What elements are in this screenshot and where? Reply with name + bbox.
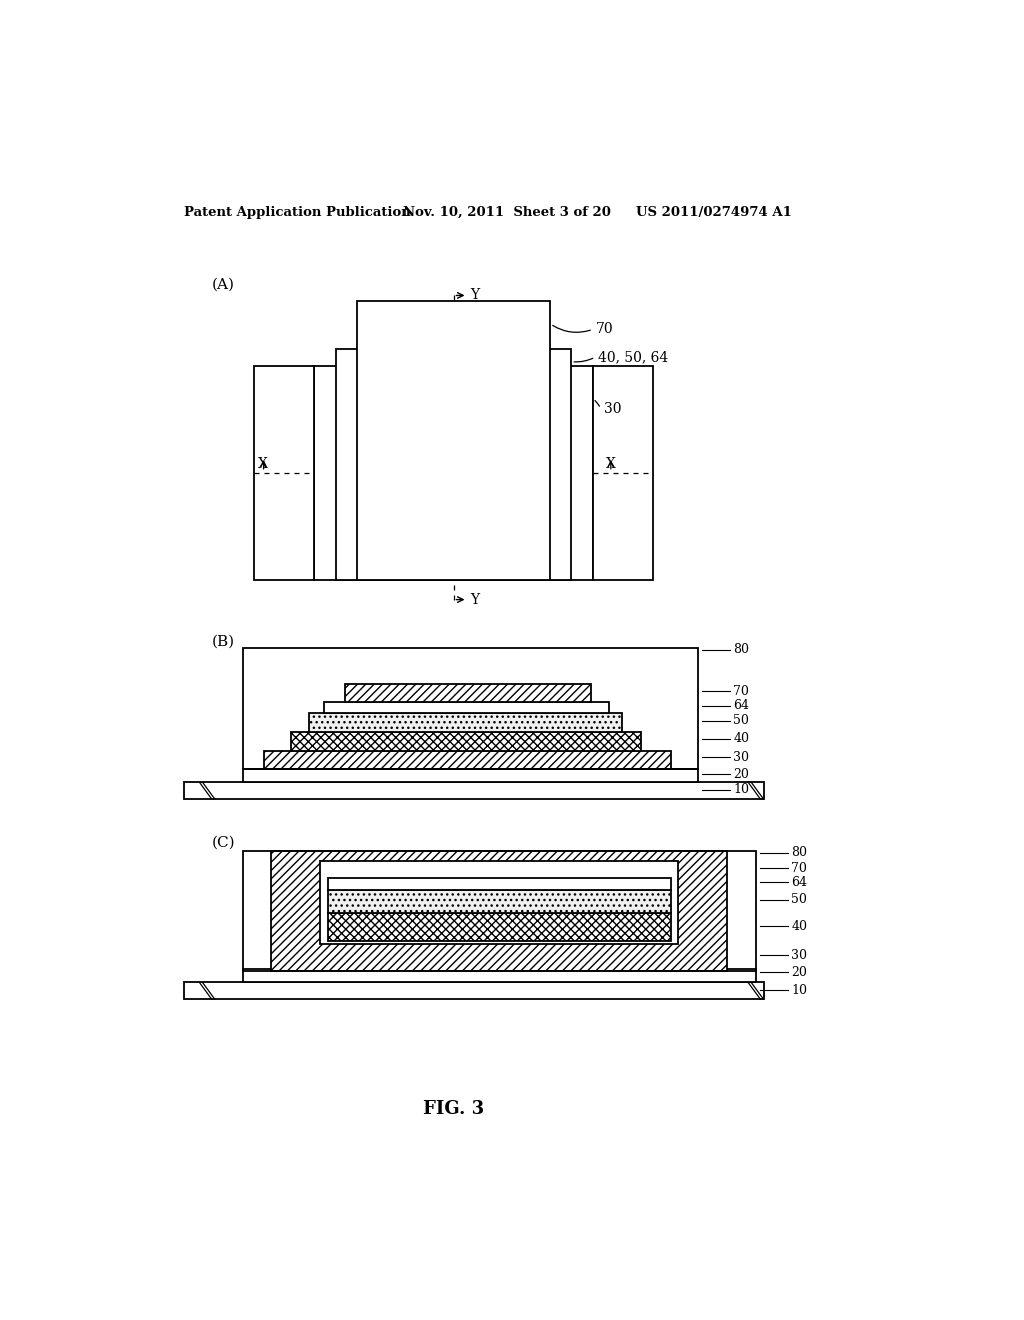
Bar: [308, 713, 623, 733]
Text: 80: 80: [733, 643, 750, 656]
Bar: [183, 781, 764, 799]
Bar: [291, 733, 641, 751]
Text: 30: 30: [733, 751, 750, 764]
Bar: [243, 648, 697, 770]
Bar: [345, 684, 591, 702]
Bar: [356, 301, 550, 581]
Text: 50: 50: [733, 714, 750, 727]
Text: 70: 70: [733, 685, 750, 698]
Text: Y: Y: [471, 593, 479, 607]
Text: Y: Y: [471, 289, 479, 302]
Text: 10: 10: [792, 983, 807, 997]
Text: 20: 20: [733, 768, 750, 781]
Bar: [243, 770, 697, 781]
Text: X: X: [606, 457, 616, 471]
Text: Patent Application Publication: Patent Application Publication: [183, 206, 411, 219]
Bar: [243, 851, 756, 970]
Bar: [254, 367, 314, 581]
Text: (C): (C): [212, 836, 236, 850]
Text: (B): (B): [212, 635, 234, 648]
Text: 40, 50, 64: 40, 50, 64: [598, 350, 669, 364]
Text: FIG. 3: FIG. 3: [423, 1101, 484, 1118]
Bar: [328, 878, 671, 890]
Text: 40: 40: [792, 920, 807, 933]
Bar: [593, 367, 652, 581]
Bar: [314, 367, 593, 581]
Bar: [336, 350, 571, 581]
Bar: [271, 851, 727, 970]
Bar: [324, 702, 608, 713]
Bar: [263, 751, 671, 770]
Text: (A): (A): [212, 277, 234, 292]
Text: 70: 70: [792, 862, 807, 875]
Text: 64: 64: [733, 700, 750, 713]
Bar: [328, 913, 671, 941]
Text: 70: 70: [596, 322, 613, 337]
Bar: [328, 890, 671, 913]
Text: 10: 10: [733, 783, 750, 796]
Bar: [183, 982, 764, 999]
Bar: [321, 861, 678, 944]
Text: X: X: [258, 457, 268, 471]
Text: 64: 64: [792, 875, 807, 888]
Text: 50: 50: [792, 894, 807, 907]
Text: 30: 30: [792, 949, 807, 962]
Bar: [321, 861, 678, 944]
Text: US 2011/0274974 A1: US 2011/0274974 A1: [636, 206, 792, 219]
Bar: [328, 946, 593, 965]
Text: 20: 20: [792, 966, 807, 979]
Text: Nov. 10, 2011  Sheet 3 of 20: Nov. 10, 2011 Sheet 3 of 20: [403, 206, 611, 219]
Text: 30: 30: [604, 401, 622, 416]
Text: 80: 80: [792, 846, 807, 859]
Text: 40: 40: [733, 733, 750, 746]
Bar: [243, 969, 756, 982]
